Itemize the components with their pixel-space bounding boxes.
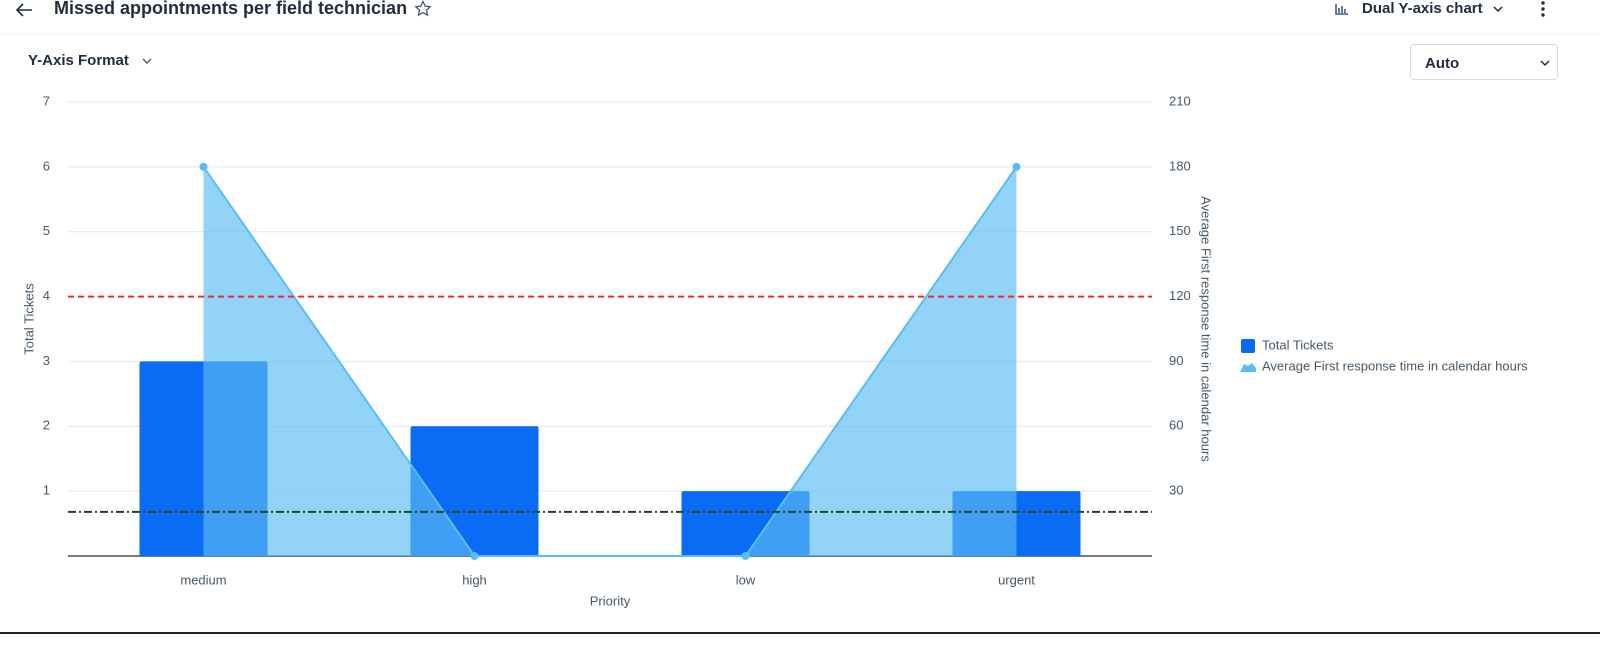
y2-tick-label: 60: [1169, 418, 1183, 433]
x-tick-label: low: [736, 572, 756, 587]
legend-swatch: [1240, 363, 1256, 372]
y-tick-label: 1: [43, 483, 50, 498]
legend-label: Average First response time in calendar …: [1262, 358, 1528, 373]
y-tick-label: 4: [43, 288, 50, 303]
y2-tick-label: 120: [1169, 288, 1191, 303]
chart: 1 2 3 4 5 6 7 30 60 90 120 150 180 210 Priority Total T…: [21, 93, 1528, 608]
chart-type-dropdown[interactable]: Dual Y-axis chart: [1362, 0, 1483, 17]
y-tick-label: 5: [43, 223, 50, 238]
area-point: [741, 552, 750, 560]
x-tick-label: high: [462, 572, 487, 587]
chevron: [1493, 6, 1503, 13]
y2-tick-label: 180: [1169, 158, 1191, 173]
y2-tick-label: 90: [1169, 353, 1183, 368]
x-tick-label: medium: [180, 572, 226, 587]
legend-label: Total Tickets: [1262, 337, 1334, 352]
header: Missed appointments per field technician…: [0, 0, 1600, 35]
favorite-star[interactable]: [414, 0, 432, 18]
y2-axis-title: Average First response time in calendar …: [1199, 196, 1214, 462]
x-tick-label: urgent: [998, 572, 1035, 587]
y-tick-label: 6: [43, 158, 50, 173]
back-button[interactable]: [14, 2, 34, 18]
chevron: [142, 58, 152, 64]
y2-tick-label: 30: [1169, 483, 1183, 498]
y-tick-label: 2: [43, 418, 50, 433]
y2-tick-label: 210: [1169, 93, 1191, 108]
area-point: [199, 162, 208, 171]
area-line: [202, 166, 1018, 557]
legend-swatch: [1241, 339, 1255, 353]
bottom-border: [0, 632, 1600, 634]
y-axis-title: Total Tickets: [21, 283, 36, 355]
x-axis-title: Priority: [590, 593, 631, 608]
format-select-value: Auto: [1425, 55, 1460, 72]
chart-type-icon: [1335, 4, 1348, 15]
format-select[interactable]: Auto: [1410, 44, 1558, 80]
more-menu[interactable]: [1538, 0, 1548, 18]
area-point: [470, 552, 479, 560]
page-title: Missed appointments per field technician: [54, 0, 408, 18]
y2-tick-label: 150: [1169, 223, 1191, 238]
y-axis-format-dropdown[interactable]: Y-Axis Format: [28, 52, 129, 69]
chevron: [1540, 60, 1550, 67]
y-tick-label: 7: [43, 93, 50, 108]
area-point: [1012, 162, 1021, 171]
y-tick-label: 3: [43, 353, 50, 368]
